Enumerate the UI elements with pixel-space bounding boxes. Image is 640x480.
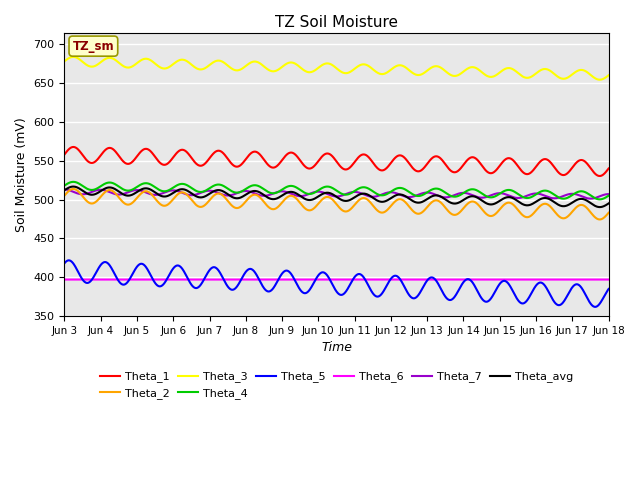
Line: Theta_7: Theta_7	[65, 190, 609, 199]
Theta_5	[292, 279, 300, 285]
Theta_1	[61, 152, 68, 157]
Theta_6	[102, 276, 110, 282]
Theta_3	[313, 66, 321, 72]
Theta_2	[125, 202, 133, 207]
Theta_avg	[605, 201, 612, 206]
Theta_5	[371, 292, 378, 298]
Theta_avg	[61, 187, 68, 193]
Theta_4	[70, 179, 77, 185]
Theta_4	[292, 184, 300, 190]
Line: Theta_3: Theta_3	[65, 57, 609, 80]
Theta_5	[605, 286, 612, 292]
Theta_6	[605, 276, 612, 282]
Theta_1	[70, 144, 77, 150]
Theta_2	[70, 186, 77, 192]
Theta_avg	[313, 194, 321, 200]
Theta_3	[371, 68, 378, 73]
Theta_3	[103, 55, 111, 61]
Theta_6	[312, 276, 320, 282]
Theta_avg	[303, 197, 311, 203]
Theta_5	[303, 289, 311, 295]
Line: Theta_2: Theta_2	[65, 189, 609, 219]
Line: Theta_avg: Theta_avg	[65, 187, 609, 207]
Theta_7	[587, 196, 595, 202]
Theta_7	[605, 191, 612, 197]
Line: Theta_5: Theta_5	[65, 260, 609, 307]
Theta_4	[605, 193, 612, 199]
Theta_1	[125, 161, 133, 167]
Theta_2	[61, 193, 68, 199]
Theta_4	[596, 196, 604, 202]
Text: TZ_sm: TZ_sm	[72, 40, 114, 53]
Theta_4	[313, 189, 321, 194]
Theta_avg	[292, 190, 300, 196]
Theta_1	[313, 160, 321, 166]
Theta_3	[61, 59, 68, 64]
Theta_3	[69, 54, 77, 60]
Theta_7	[303, 192, 310, 198]
Theta_2	[596, 216, 604, 222]
Title: TZ Soil Moisture: TZ Soil Moisture	[275, 15, 398, 30]
X-axis label: Time: Time	[321, 341, 352, 354]
Theta_5	[313, 275, 321, 280]
Theta_1	[596, 173, 604, 179]
Theta_1	[371, 162, 378, 168]
Theta_1	[303, 165, 311, 171]
Theta_6	[125, 276, 132, 282]
Theta_1	[292, 152, 300, 158]
Theta_1	[103, 146, 111, 152]
Theta_5	[65, 257, 72, 263]
Theta_2	[605, 210, 612, 216]
Theta_4	[125, 188, 133, 193]
Theta_5	[61, 261, 68, 266]
Theta_3	[596, 77, 604, 83]
Theta_7	[312, 189, 320, 194]
Theta_avg	[596, 204, 604, 210]
Theta_3	[292, 61, 300, 67]
Theta_2	[313, 203, 321, 208]
Theta_5	[103, 260, 111, 265]
Theta_2	[303, 207, 311, 213]
Theta_6	[291, 276, 299, 282]
Theta_4	[303, 191, 311, 196]
Theta_4	[371, 190, 378, 195]
Theta_6	[303, 276, 310, 282]
Theta_4	[61, 183, 68, 189]
Theta_7	[125, 189, 132, 195]
Line: Theta_4: Theta_4	[65, 182, 609, 199]
Legend: Theta_1, Theta_2, Theta_3, Theta_4, Theta_5, Theta_6, Theta_7, Theta_avg: Theta_1, Theta_2, Theta_3, Theta_4, Thet…	[95, 367, 577, 403]
Theta_2	[292, 195, 300, 201]
Theta_avg	[69, 184, 77, 190]
Theta_7	[61, 187, 68, 192]
Theta_5	[125, 277, 133, 283]
Theta_7	[102, 188, 110, 194]
Theta_3	[605, 72, 612, 78]
Theta_avg	[371, 196, 378, 202]
Theta_3	[303, 69, 311, 75]
Y-axis label: Soil Moisture (mV): Soil Moisture (mV)	[15, 117, 28, 232]
Line: Theta_1: Theta_1	[65, 147, 609, 176]
Theta_6	[371, 276, 378, 282]
Theta_5	[591, 304, 599, 310]
Theta_6	[61, 276, 68, 282]
Theta_7	[291, 192, 299, 198]
Theta_2	[103, 188, 111, 194]
Theta_7	[371, 194, 378, 200]
Theta_1	[605, 166, 612, 171]
Theta_avg	[103, 185, 111, 191]
Theta_avg	[125, 193, 133, 199]
Theta_3	[125, 65, 133, 71]
Theta_2	[371, 204, 378, 210]
Theta_4	[103, 180, 111, 186]
